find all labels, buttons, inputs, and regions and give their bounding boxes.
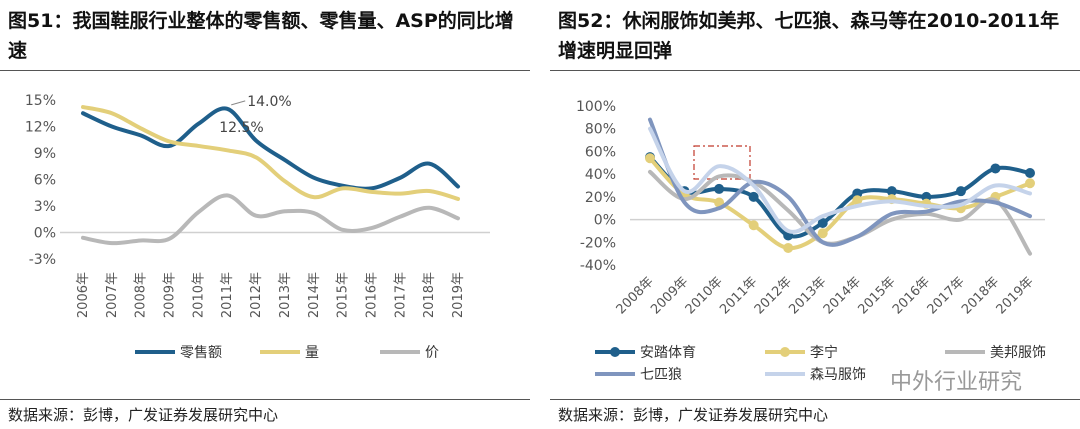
- x-tick-label: 2016年: [364, 272, 379, 318]
- x-tick-label: 2019年: [451, 272, 466, 318]
- data-point: [817, 228, 828, 239]
- y-tick-label: 3%: [34, 199, 56, 215]
- x-tick-label: 2013年: [278, 272, 293, 318]
- annotation-label: 14.0%: [247, 94, 291, 110]
- legend-marker: [780, 347, 790, 357]
- x-tick-label: 2019年: [994, 274, 1037, 317]
- x-tick-label: 2011年: [717, 274, 760, 317]
- divider: [0, 70, 530, 71]
- legend-label: 李宁: [810, 344, 838, 361]
- x-tick-label: 2013年: [786, 274, 829, 317]
- y-tick-label: 100%: [576, 99, 616, 115]
- y-tick-label: 9%: [34, 146, 56, 162]
- x-tick-label: 2007年: [105, 272, 120, 318]
- annotation-label: 12.5%: [219, 120, 263, 136]
- legend-label: 量: [305, 345, 319, 361]
- highlight-box: [693, 145, 751, 180]
- x-tick-label: 2010年: [683, 274, 726, 317]
- x-tick-label: 2017年: [393, 272, 408, 318]
- chart-fig52: 100% 80% 60% 40% 20% 0% -20% -40%2008年2009年2010…: [576, 99, 1046, 383]
- data-point: [817, 217, 828, 228]
- x-tick-label: 2017年: [925, 274, 968, 317]
- y-tick-label: 6%: [34, 173, 56, 189]
- series-line-量: [81, 105, 460, 201]
- legend-label: 零售额: [180, 345, 222, 361]
- x-tick-label: 2014年: [307, 272, 322, 318]
- series-line-七匹狼: [648, 117, 1032, 247]
- data-point: [714, 183, 725, 194]
- y-tick-label: -20%: [580, 235, 616, 251]
- x-tick-label: 2011年: [220, 272, 235, 318]
- x-tick-label: 2012年: [752, 274, 795, 317]
- legend-label: 美邦服饰: [990, 345, 1046, 361]
- y-tick-label: -3%: [29, 252, 56, 268]
- divider: [550, 70, 1080, 71]
- x-tick-label: 2008年: [614, 274, 657, 317]
- chart-title: 图52：休闲服饰如美邦、七匹狼、森马等在2010-2011年增速明显回弹: [558, 10, 1060, 62]
- x-tick-label: 2016年: [890, 274, 933, 317]
- y-tick-label: 20%: [585, 190, 616, 206]
- divider: [550, 399, 1080, 400]
- data-point: [783, 242, 794, 253]
- panel-fig52: 图52：休闲服饰如美邦、七匹狼、森马等在2010-2011年增速明显回弹 100…: [550, 0, 1080, 429]
- y-tick-label: 0%: [594, 213, 616, 229]
- watermark: 中外行业研究: [890, 370, 1023, 395]
- x-tick-label: 2009年: [163, 272, 178, 318]
- data-point: [852, 195, 863, 206]
- y-tick-label: 0%: [34, 226, 56, 242]
- x-tick-label: 2018年: [959, 274, 1002, 317]
- divider: [0, 399, 530, 400]
- y-tick-label: 15%: [25, 93, 56, 109]
- data-point: [748, 191, 759, 202]
- y-tick-label: 12%: [25, 120, 56, 136]
- data-point: [1025, 168, 1035, 179]
- x-tick-label: 2008年: [134, 272, 149, 318]
- data-point: [645, 153, 655, 164]
- chart-title: 图51：我国鞋服行业整体的零售额、零售量、ASP的同比增速: [8, 10, 514, 62]
- x-tick-label: 2018年: [422, 272, 437, 318]
- source-note: 数据来源：彭博，广发证券发展研究中心: [558, 406, 829, 424]
- series-line-李宁: [648, 156, 1032, 251]
- y-tick-label: 80%: [585, 122, 616, 138]
- x-tick-label: 2012年: [249, 272, 264, 318]
- legend-label: 森马服饰: [810, 367, 866, 383]
- x-tick-label: 2015年: [336, 272, 351, 318]
- x-tick-label: 2015年: [855, 274, 898, 317]
- source-note: 数据来源：彭博，广发证券发展研究中心: [8, 406, 279, 424]
- x-tick-label: 2006年: [76, 272, 91, 318]
- legend-label: 安踏体育: [640, 345, 696, 361]
- legend-label: 七匹狼: [640, 367, 682, 383]
- series-line-价: [81, 193, 460, 246]
- legend-label: 价: [425, 345, 439, 361]
- annotation-leader: [231, 100, 246, 106]
- chart-fig51: 15% 12% 9% 6% 3% 0% -3% 2006年 2007年 2008年 2009年 201…: [25, 93, 490, 361]
- legend-marker: [610, 347, 620, 357]
- x-tick-label: 2010年: [191, 272, 206, 318]
- data-point: [1025, 178, 1035, 189]
- y-tick-label: 60%: [585, 144, 616, 160]
- x-tick-label: 2009年: [648, 274, 691, 317]
- data-point: [955, 186, 966, 197]
- y-tick-label: 40%: [585, 167, 616, 183]
- y-tick-label: -40%: [580, 258, 616, 274]
- data-point: [886, 186, 897, 197]
- x-tick-label: 2014年: [821, 274, 864, 317]
- panel-fig51: 图51：我国鞋服行业整体的零售额、零售量、ASP的同比增速 15% 12% 9% 6%…: [0, 0, 530, 429]
- series-line-零售额: [81, 106, 460, 191]
- data-point: [990, 163, 1001, 174]
- data-point: [748, 220, 759, 231]
- series-line-森马服饰: [648, 126, 1032, 234]
